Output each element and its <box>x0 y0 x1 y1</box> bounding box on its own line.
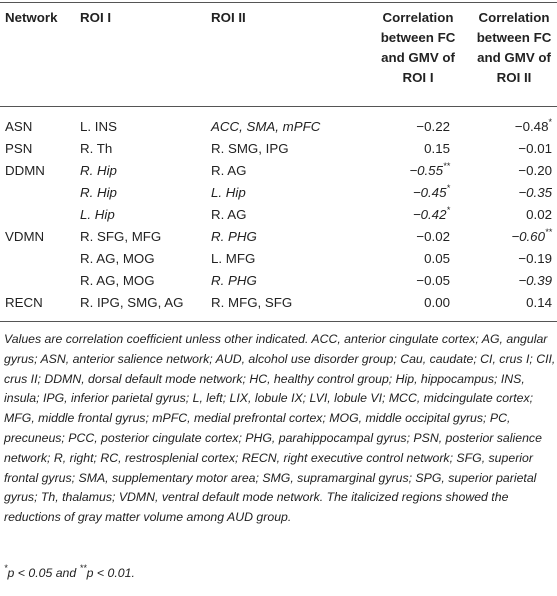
significance-text: p < 0.05 and <box>7 566 80 580</box>
cell-corr2: −0.35 <box>482 182 552 204</box>
table-top-rule <box>0 2 557 3</box>
table-row: PSN R. Th R. SMG, IPG 0.15 −0.01 <box>0 138 557 160</box>
cell-roi1: R. SFG, MFG <box>80 229 162 244</box>
cell-network: PSN <box>5 141 33 156</box>
cell-corr2-value: −0.01 <box>518 141 552 156</box>
significance-mark: * <box>446 182 450 193</box>
header-corr-roi2-line: between FC <box>476 30 552 45</box>
header-rule <box>0 106 557 107</box>
header-network: Network <box>5 10 58 25</box>
significance-note: *p < 0.05 and **p < 0.01. <box>4 563 135 583</box>
cell-roi2: ACC, SMA, mPFC <box>211 119 321 134</box>
table-row: VDMN R. SFG, MFG R. PHG −0.02 −0.60** <box>0 226 557 248</box>
cell-roi2: R. SMG, IPG <box>211 141 289 156</box>
cell-roi1: R. AG, MOG <box>80 273 155 288</box>
header-corr-roi2: Correlation between FC and GMV of ROI II <box>472 8 556 88</box>
cell-corr1: −0.42* <box>380 204 450 226</box>
cell-corr1-value: −0.42 <box>412 207 447 222</box>
cell-corr1-value: −0.45 <box>412 185 447 200</box>
significance-mark: ** <box>442 160 450 171</box>
cell-roi1: R. AG, MOG <box>80 251 155 266</box>
cell-corr2: −0.39 <box>482 270 552 292</box>
cell-corr1-value: 0.05 <box>424 251 450 266</box>
cell-corr2: −0.20 <box>482 160 552 182</box>
cell-corr1-value: −0.22 <box>416 119 450 134</box>
cell-corr1: −0.45* <box>380 182 450 204</box>
cell-roi1: L. Hip <box>80 207 115 222</box>
cell-roi2: R. PHG <box>211 229 257 244</box>
cell-corr2: −0.19 <box>482 248 552 270</box>
cell-corr1: 0.05 <box>380 248 450 270</box>
significance-mark: * <box>446 204 450 215</box>
cell-roi1: R. Hip <box>80 163 117 178</box>
cell-corr2-value: −0.20 <box>518 163 552 178</box>
cell-corr2: 0.02 <box>482 204 552 226</box>
footnote-text: Values are correlation coefficient unles… <box>4 332 556 525</box>
header-corr-roi1-line: ROI I <box>402 70 434 85</box>
cell-roi2: R. MFG, SFG <box>211 295 293 310</box>
significance-mark: * <box>548 116 552 127</box>
table-row: RECN R. IPG, SMG, AG R. MFG, SFG 0.00 0.… <box>0 292 557 314</box>
cell-corr2-value: −0.19 <box>518 251 552 266</box>
cell-corr1: 0.15 <box>380 138 450 160</box>
cell-roi2: R. AG <box>211 163 247 178</box>
table-row: R. Hip L. Hip −0.45* −0.35 <box>0 182 557 204</box>
cell-corr1: −0.55** <box>380 160 450 182</box>
header-corr-roi1-line: between FC <box>380 30 456 45</box>
cell-corr2-value: −0.39 <box>518 273 552 288</box>
cell-corr2-value: −0.60 <box>511 229 545 244</box>
cell-corr1-value: 0.00 <box>424 295 450 310</box>
header-roi1: ROI I <box>80 10 112 25</box>
cell-corr1: −0.22 <box>380 116 450 138</box>
table-row: R. AG, MOG L. MFG 0.05 −0.19 <box>0 248 557 270</box>
cell-roi2: L. MFG <box>211 251 256 266</box>
table-bottom-rule <box>0 321 557 322</box>
cell-network: RECN <box>5 295 43 310</box>
cell-corr1-value: 0.15 <box>424 141 450 156</box>
cell-corr2-value: 0.14 <box>526 295 552 310</box>
header-corr-roi1: Correlation between FC and GMV of ROI I <box>378 8 458 88</box>
cell-network: DDMN <box>5 163 45 178</box>
significance-text: p < 0.01. <box>86 566 135 580</box>
cell-corr2: −0.60** <box>482 226 552 248</box>
cell-corr1-value: −0.05 <box>416 273 450 288</box>
cell-roi2: L. Hip <box>211 185 246 200</box>
cell-network: ASN <box>5 119 33 134</box>
cell-corr2-value: −0.35 <box>518 185 552 200</box>
cell-corr1: −0.05 <box>380 270 450 292</box>
cell-corr1-value: −0.02 <box>416 229 450 244</box>
cell-roi1: R. Hip <box>80 185 117 200</box>
cell-corr2-value: −0.48 <box>514 119 549 134</box>
header-corr-roi2-line: ROI II <box>496 70 532 85</box>
significance-mark: ** <box>544 226 552 237</box>
cell-corr2: 0.14 <box>482 292 552 314</box>
table-footnote: Values are correlation coefficient unles… <box>4 330 556 528</box>
cell-network: VDMN <box>5 229 45 244</box>
cell-corr2: −0.01 <box>482 138 552 160</box>
table-row: DDMN R. Hip R. AG −0.55** −0.20 <box>0 160 557 182</box>
cell-roi2: R. PHG <box>211 273 257 288</box>
header-corr-roi2-line: and GMV of <box>477 50 551 65</box>
significance-mark: * <box>4 562 8 573</box>
header-corr-roi1-line: Correlation <box>382 10 454 25</box>
cell-roi1: L. INS <box>80 119 117 134</box>
header-corr-roi2-line: Correlation <box>478 10 550 25</box>
cell-corr1: 0.00 <box>380 292 450 314</box>
table-row: R. AG, MOG R. PHG −0.05 −0.39 <box>0 270 557 292</box>
cell-corr2: −0.48* <box>482 116 552 138</box>
significance-mark: ** <box>79 562 87 573</box>
cell-roi1: R. IPG, SMG, AG <box>80 295 184 310</box>
cell-corr1: −0.02 <box>380 226 450 248</box>
cell-corr1-value: −0.55 <box>409 163 443 178</box>
cell-roi1: R. Th <box>80 141 113 156</box>
table-row: L. Hip R. AG −0.42* 0.02 <box>0 204 557 226</box>
header-corr-roi1-line: and GMV of <box>381 50 455 65</box>
header-roi2: ROI II <box>211 10 246 25</box>
table-row: ASN L. INS ACC, SMA, mPFC −0.22 −0.48* <box>0 116 557 138</box>
cell-corr2-value: 0.02 <box>526 207 552 222</box>
cell-roi2: R. AG <box>211 207 247 222</box>
